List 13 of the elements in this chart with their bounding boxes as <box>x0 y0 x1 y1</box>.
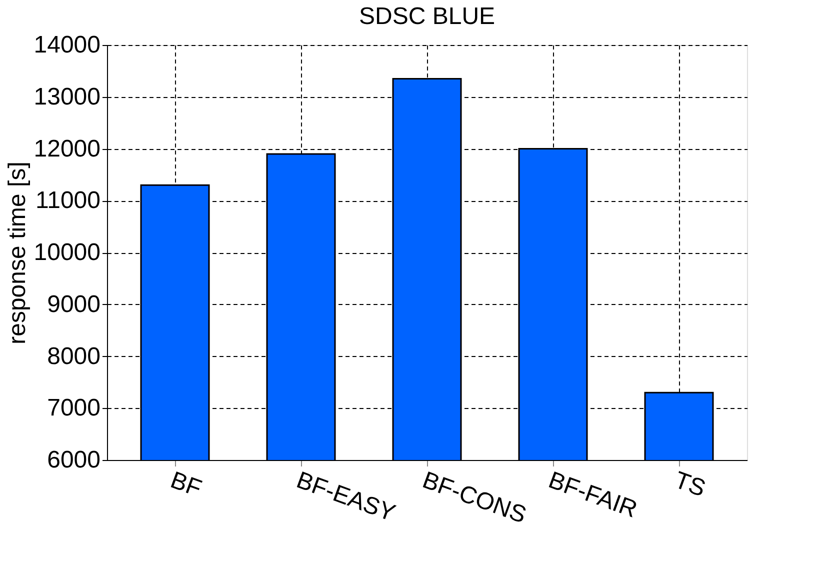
x-tick-label: TS <box>670 466 710 502</box>
y-tick-label: 10000 <box>34 239 100 266</box>
y-axis-title: response time [s] <box>4 162 31 344</box>
y-tick-label: 6000 <box>47 446 100 474</box>
y-tick-label: 13000 <box>34 83 100 110</box>
y-tick-label: 11000 <box>36 187 100 214</box>
y-tick-label: 8000 <box>47 342 100 370</box>
y-tick-label: 12000 <box>34 135 100 162</box>
y-tick-label: 9000 <box>47 290 100 318</box>
chart-title: SDSC BLUE <box>358 3 496 30</box>
y-tick-label: 7000 <box>47 394 100 422</box>
y-tick-label: 14000 <box>34 32 100 58</box>
x-tick-label: BF <box>166 466 206 502</box>
